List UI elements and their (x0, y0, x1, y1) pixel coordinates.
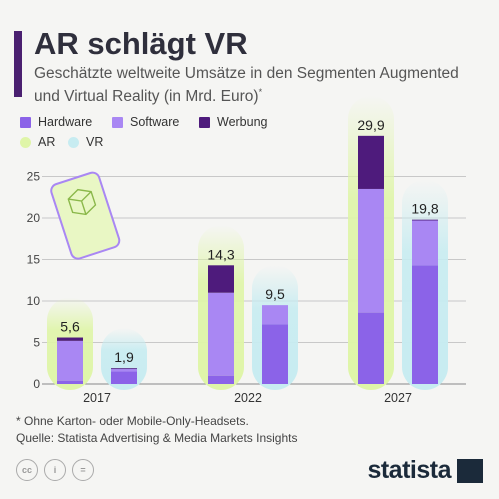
legend-software-label: Software (130, 115, 180, 129)
brand-name: statista (367, 456, 451, 484)
y-tick-label: 20 (27, 211, 41, 225)
bar-software-vr-2022 (262, 305, 288, 325)
data-label-vr-2027: 19,8 (411, 201, 438, 217)
legend-ar-dot (20, 136, 31, 148)
legend-werbung-label: Werbung (217, 115, 268, 129)
y-tick-label: 15 (27, 253, 41, 267)
bar-chart: 0 5 10 15 20 25 5,6 1,9 2017 14,3 9,5 2022 29,9 19,8 2… (27, 95, 466, 405)
bar-werbung-ar-2027 (358, 135, 384, 189)
bar-werbung-ar-2022 (208, 265, 234, 293)
y-tick-label: 25 (27, 170, 41, 184)
x-tick-label-2027: 2027 (384, 391, 412, 405)
x-tick-label-2017: 2017 (83, 391, 111, 405)
legend-werbung: Werbung (199, 115, 268, 129)
bar-werbung-vr-2017 (111, 368, 137, 370)
bar-hardware-ar-2017 (57, 380, 83, 384)
bar-hardware-ar-2027 (358, 312, 384, 384)
bar-software-vr-2027 (412, 220, 438, 266)
data-label-vr-2017: 1,9 (114, 349, 134, 365)
statista-logo: statista (367, 456, 483, 485)
phone-body (50, 171, 121, 260)
chart-subtitle: Geschätzte weltweite Umsätze in den Segm… (34, 64, 474, 106)
subtitle-text: Geschätzte weltweite Umsätze in den Segm… (34, 65, 459, 106)
bar-software-ar-2022 (208, 292, 234, 376)
ar-phone-icon (50, 171, 121, 260)
data-label-ar-2017: 5,6 (60, 319, 80, 335)
y-tick-label: 5 (33, 336, 40, 350)
bar-hardware-vr-2027 (412, 265, 438, 384)
chart-title: AR schlägt VR (34, 26, 248, 61)
accent-bar (14, 31, 22, 97)
license-icons: cc i = (16, 459, 94, 481)
footnote: * Ohne Karton- oder Mobile-Only-Headsets… (16, 414, 249, 428)
bar-werbung-ar-2017 (57, 337, 83, 341)
ar-cube (67, 188, 97, 216)
subtitle-footnote-mark: * (258, 87, 263, 97)
legend-ar-label: AR (38, 135, 56, 149)
statista-logo-icon (457, 458, 483, 483)
data-label-ar-2027: 29,9 (357, 117, 384, 133)
bar-software-vr-2017 (111, 369, 137, 372)
legend-vr: VR (68, 135, 103, 149)
attribution-icon: i (44, 459, 66, 481)
legend-software: Software (112, 115, 179, 129)
bar-hardware-ar-2022 (208, 375, 234, 384)
legend-vr-dot (68, 136, 79, 148)
y-tick-label: 0 (33, 377, 40, 391)
y-tick-label: 10 (27, 294, 41, 308)
bar-software-ar-2027 (358, 188, 384, 313)
legend-hardware: Hardware (20, 115, 92, 129)
bar-hardware-vr-2017 (111, 371, 137, 384)
no-derivatives-icon: = (72, 459, 94, 481)
bar-hardware-vr-2022 (262, 324, 288, 384)
legend-hardware-swatch (20, 116, 31, 128)
x-tick-label-2022: 2022 (234, 391, 262, 405)
legend-ar: AR (20, 135, 55, 149)
legend-hardware-label: Hardware (38, 115, 93, 129)
legend-software-swatch (112, 116, 123, 128)
source-note: Quelle: Statista Advertising & Media Mar… (16, 431, 298, 445)
data-label-vr-2022: 9,5 (265, 286, 285, 302)
creative-commons-icon: cc (16, 459, 38, 481)
data-label-ar-2022: 14,3 (207, 246, 234, 262)
legend-werbung-swatch (199, 116, 210, 128)
bar-werbung-vr-2027 (412, 219, 438, 221)
bar-software-ar-2017 (57, 340, 83, 381)
legend-vr-label: VR (86, 135, 104, 149)
